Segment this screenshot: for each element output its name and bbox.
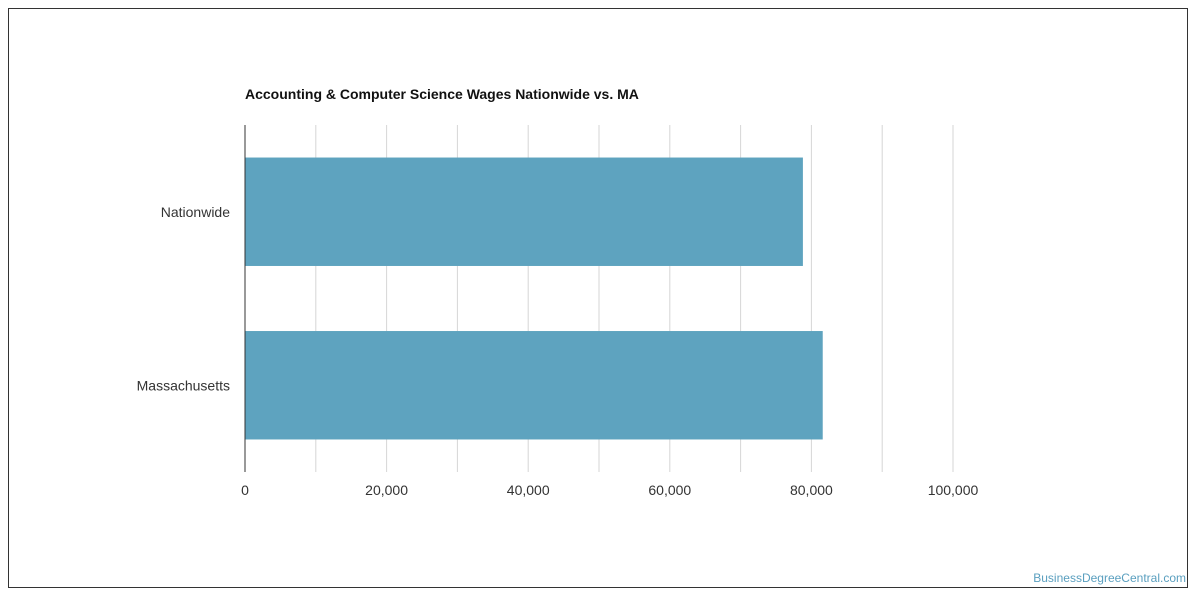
chart-frame [8,8,1188,588]
x-tick-label: 100,000 [928,482,979,498]
category-label: Massachusetts [137,377,230,393]
chart-title: Accounting & Computer Science Wages Nati… [245,86,639,102]
category-label: Nationwide [161,204,230,220]
x-tick-label: 20,000 [365,482,408,498]
x-tick-label: 40,000 [507,482,550,498]
bar-massachusetts [245,331,823,440]
bar-nationwide [245,157,803,266]
x-tick-label: 60,000 [648,482,691,498]
x-tick-label: 0 [241,482,249,498]
bars [245,157,823,440]
watermark: BusinessDegreeCentral.com [1033,571,1186,585]
category-labels: Nationwide Massachusetts [137,204,231,394]
x-tick-label: 80,000 [790,482,833,498]
x-tick-labels: 0 20,000 40,000 60,000 80,000 100,000 [241,482,978,498]
